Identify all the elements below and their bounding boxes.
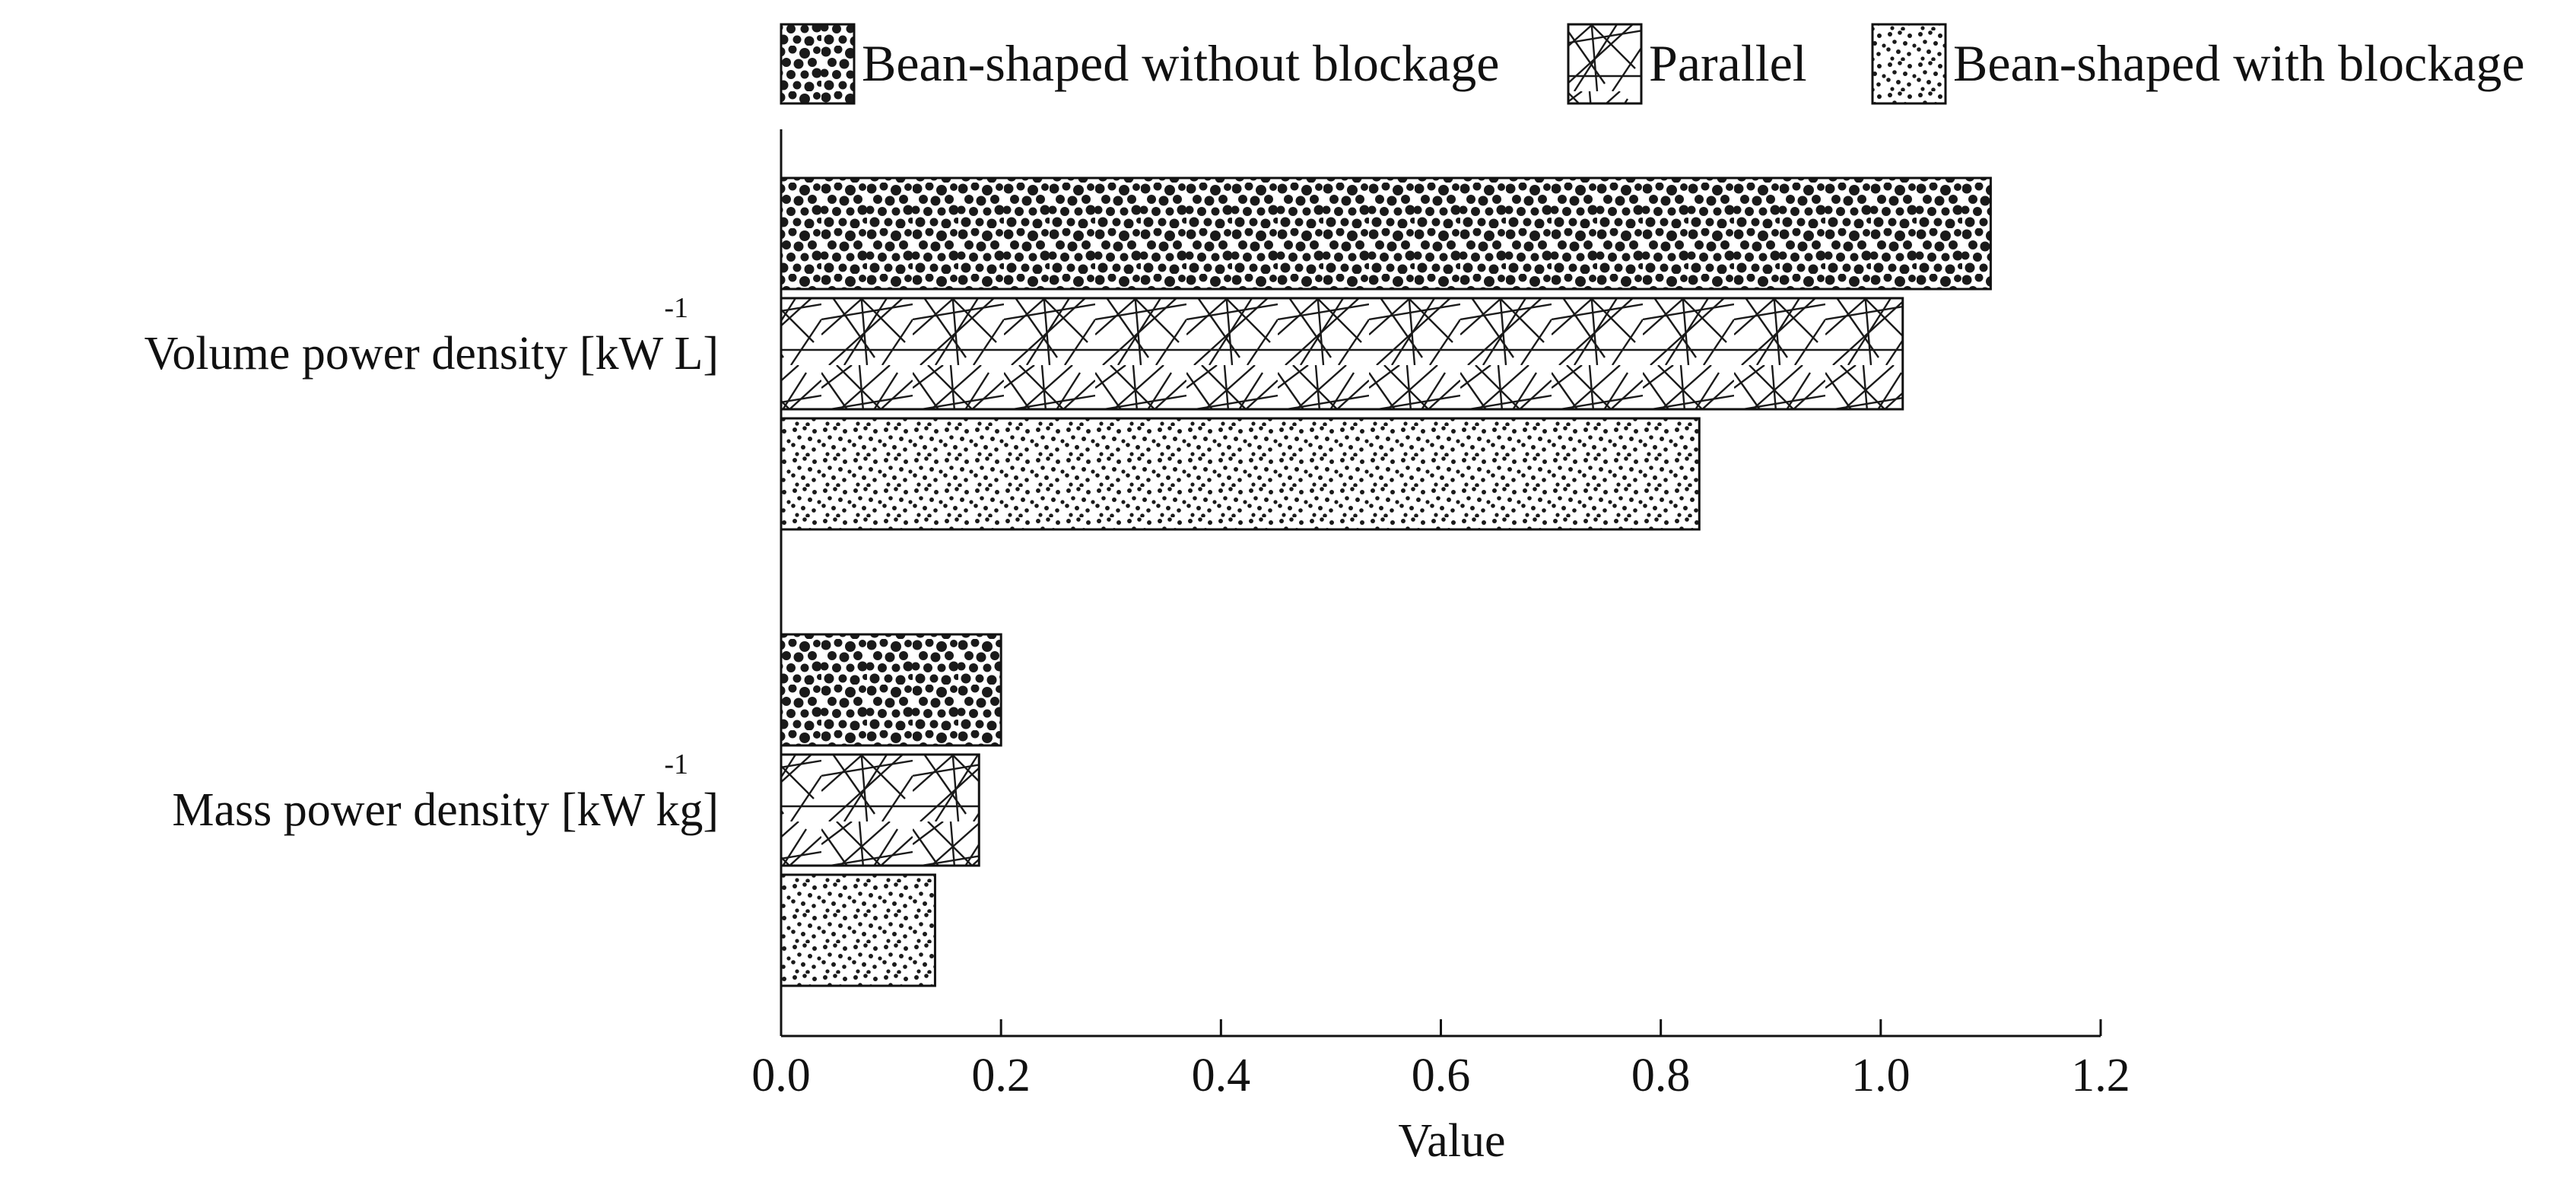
bar-1-0 (780, 633, 1002, 747)
legend-label-2: Bean-shaped with blockage (1953, 34, 2525, 92)
x-tick-label-2: 0.4 (1192, 1050, 1251, 1101)
bar-1-1 (780, 753, 980, 867)
category-label-0: Volume power density [kW L] (145, 328, 719, 380)
legend-swatch-1 (1567, 23, 1643, 105)
x-tick-label-1: 0.2 (971, 1050, 1031, 1101)
bar-1-2 (780, 873, 936, 987)
axes: 0.0 0.2 0.4 0.6 0.8 1.0 1.2 (751, 129, 2130, 1101)
x-tick-label-5: 1.0 (1851, 1050, 1911, 1101)
bars (780, 176, 1992, 987)
x-tick-label-4: 0.8 (1631, 1050, 1691, 1101)
x-tick-label-0: 0.0 (751, 1050, 811, 1101)
bar-0-0 (780, 176, 1992, 291)
category-superscript-1: -1 (664, 748, 688, 780)
x-tick-label-6: 1.2 (2071, 1050, 2130, 1101)
category-labels: Volume power density [kW L] -1 Mass power … (145, 292, 719, 836)
bar-0-2 (780, 417, 1701, 531)
legend-label-0: Bean-shaped without blockage (862, 34, 1499, 92)
bar-0-1 (780, 297, 1904, 411)
category-label-1: Mass power density [kW kg] (172, 784, 719, 836)
legend-swatch-2 (1871, 23, 1947, 105)
legend: Bean-shaped without blockage Parallel Bean… (780, 23, 2525, 105)
legend-swatch-0 (780, 23, 856, 105)
x-axis-label: Value (1398, 1115, 1505, 1167)
category-superscript-0: -1 (664, 292, 688, 324)
x-tick-label-3: 0.6 (1412, 1050, 1471, 1101)
legend-label-1: Parallel (1649, 34, 1807, 92)
